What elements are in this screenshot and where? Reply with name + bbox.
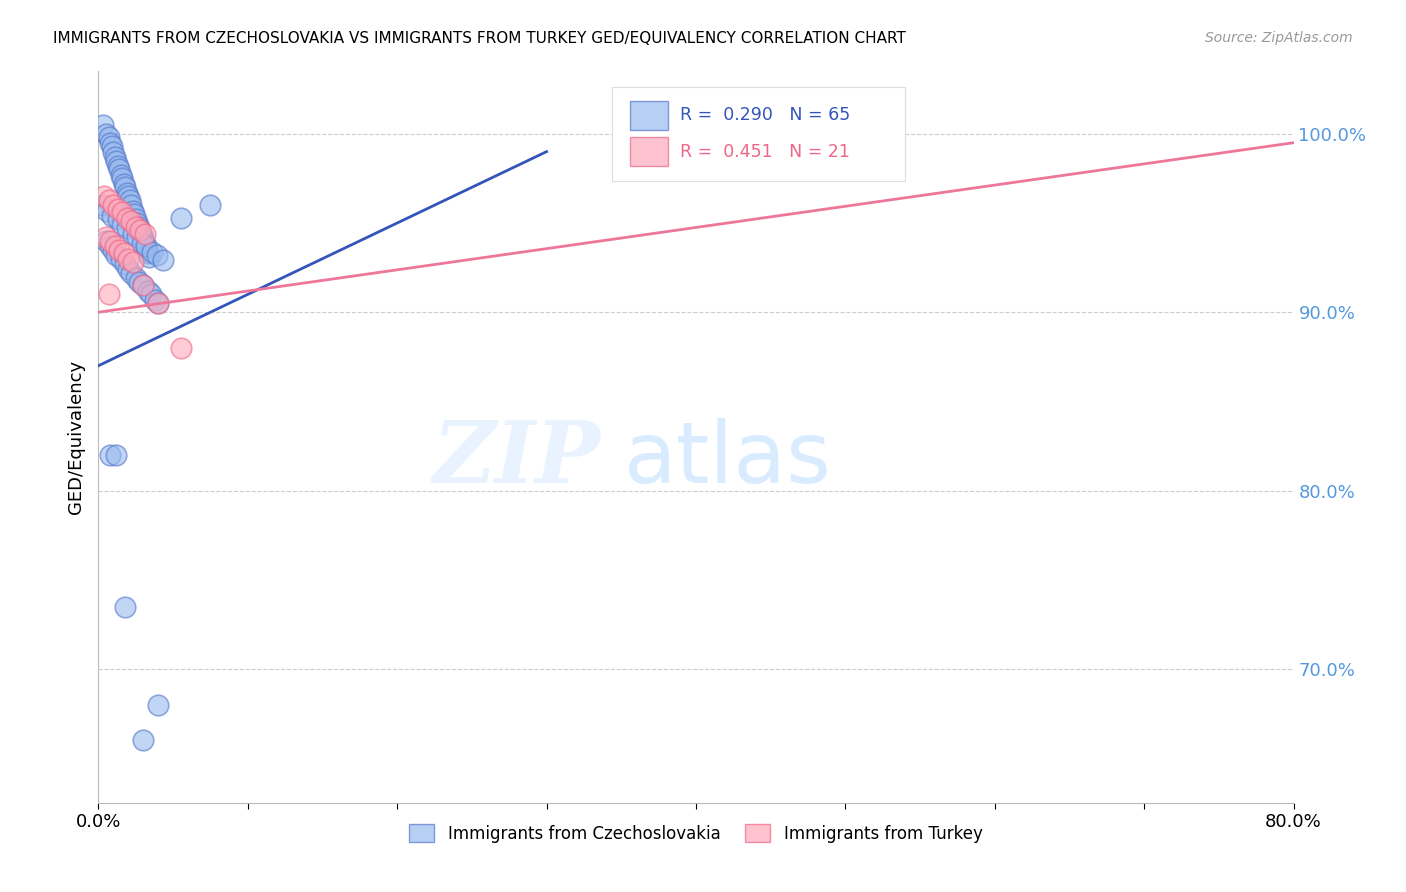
Point <box>107 202 129 216</box>
Point <box>107 212 129 227</box>
Point <box>125 219 148 234</box>
Point <box>103 243 125 257</box>
Point <box>114 599 136 614</box>
Point <box>127 216 149 230</box>
Point <box>143 293 166 307</box>
Point <box>111 205 134 219</box>
Point <box>132 278 155 293</box>
Point <box>97 287 120 301</box>
Point <box>134 227 156 241</box>
Point <box>101 139 124 153</box>
Point <box>134 237 156 252</box>
Point <box>94 127 117 141</box>
Point <box>129 223 152 237</box>
Point <box>128 275 150 289</box>
FancyBboxPatch shape <box>630 101 668 130</box>
Point <box>108 162 131 177</box>
Point <box>135 239 157 253</box>
Point <box>132 733 155 747</box>
Point <box>131 235 153 250</box>
Point <box>120 214 142 228</box>
Point <box>132 232 155 246</box>
Point <box>131 228 153 243</box>
Point <box>141 244 163 259</box>
Point <box>91 198 114 212</box>
Point <box>111 218 134 232</box>
Point <box>136 284 159 298</box>
Point <box>125 212 148 227</box>
Point <box>103 145 125 159</box>
Point <box>112 177 135 191</box>
Point <box>97 130 120 145</box>
Point <box>121 255 143 269</box>
Point <box>110 168 132 182</box>
Point <box>105 153 128 168</box>
Point <box>132 278 155 293</box>
Point <box>115 221 138 235</box>
Point <box>94 230 117 244</box>
Point <box>148 296 170 310</box>
Point <box>97 193 120 207</box>
Point <box>128 219 150 234</box>
Point <box>105 248 128 262</box>
Point <box>94 234 117 248</box>
Text: ZIP: ZIP <box>433 417 600 500</box>
Point <box>169 211 191 225</box>
Point <box>127 230 149 244</box>
FancyBboxPatch shape <box>630 137 668 167</box>
Legend: Immigrants from Czechoslovakia, Immigrants from Turkey: Immigrants from Czechoslovakia, Immigran… <box>402 818 990 849</box>
Point <box>98 448 122 462</box>
Point <box>114 257 136 271</box>
Point <box>120 266 142 280</box>
Point <box>148 296 170 310</box>
Point <box>104 150 127 164</box>
Text: R =  0.451   N = 21: R = 0.451 N = 21 <box>681 143 851 161</box>
Point <box>101 209 124 223</box>
Point <box>98 136 122 150</box>
Point <box>114 180 136 194</box>
Y-axis label: GED/Equivalency: GED/Equivalency <box>66 360 84 514</box>
Point <box>145 248 167 262</box>
Point <box>103 198 125 212</box>
Point <box>107 159 129 173</box>
Point <box>117 189 139 203</box>
Point <box>148 698 170 712</box>
Text: atlas: atlas <box>624 417 832 500</box>
Point <box>120 198 142 212</box>
Point <box>121 227 143 241</box>
Point <box>110 252 132 266</box>
Point <box>129 223 152 237</box>
Point <box>111 171 134 186</box>
Point <box>112 246 135 260</box>
Text: Source: ZipAtlas.com: Source: ZipAtlas.com <box>1205 31 1353 45</box>
Point <box>138 250 160 264</box>
Point <box>200 198 222 212</box>
Point <box>118 193 141 207</box>
Point <box>104 239 127 253</box>
Point <box>98 234 122 248</box>
Point <box>108 243 131 257</box>
Point <box>139 287 162 301</box>
Point <box>152 253 174 268</box>
Point <box>124 207 146 221</box>
Point <box>125 271 148 285</box>
Point <box>169 341 191 355</box>
Point <box>98 239 122 253</box>
Text: R =  0.290   N = 65: R = 0.290 N = 65 <box>681 106 851 124</box>
Point <box>91 118 114 132</box>
Point <box>117 252 139 266</box>
FancyBboxPatch shape <box>613 87 905 181</box>
Point <box>115 211 138 225</box>
Point <box>93 189 115 203</box>
Point <box>121 203 143 218</box>
Point <box>105 448 128 462</box>
Point <box>115 186 138 200</box>
Point <box>136 246 159 260</box>
Point <box>135 241 157 255</box>
Point <box>117 262 139 277</box>
Point <box>96 203 118 218</box>
Text: IMMIGRANTS FROM CZECHOSLOVAKIA VS IMMIGRANTS FROM TURKEY GED/EQUIVALENCY CORRELA: IMMIGRANTS FROM CZECHOSLOVAKIA VS IMMIGR… <box>53 31 907 46</box>
